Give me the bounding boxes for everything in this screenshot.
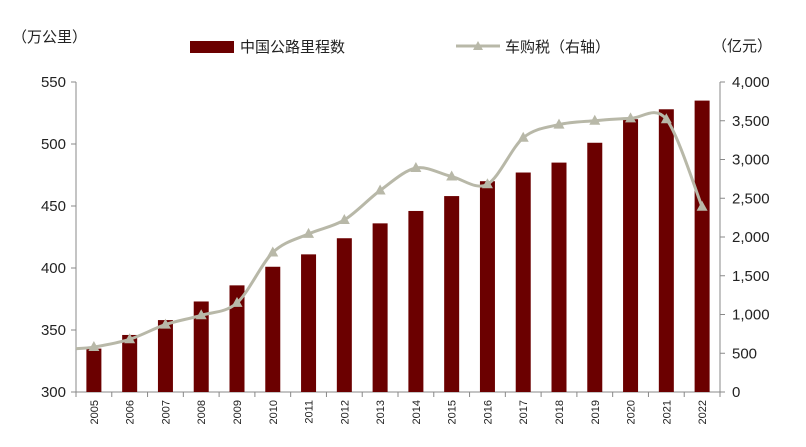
line-marker xyxy=(446,170,458,181)
legend-label-line: 车购税（右轴） xyxy=(505,38,610,56)
line-marker xyxy=(159,318,171,329)
line-marker xyxy=(338,213,350,224)
line-marker xyxy=(267,246,279,257)
x-tick-label: 2016 xyxy=(482,400,494,424)
line-marker xyxy=(195,309,207,320)
bar xyxy=(551,162,567,392)
x-tick-label: 2017 xyxy=(518,400,530,424)
x-tick-label: 2007 xyxy=(160,400,172,424)
x-tick-label: 2005 xyxy=(89,400,101,424)
bar xyxy=(444,196,460,392)
right-tick-label: 4,000 xyxy=(732,74,770,91)
plot-area: 300 350 400 450 500 550 0 500 1,000 1,500 2,000 2,5… xyxy=(41,74,770,424)
x-tick-label: 2018 xyxy=(554,400,566,424)
line-marker xyxy=(517,131,529,142)
line-marker xyxy=(374,184,386,195)
right-tick-label: 0 xyxy=(732,384,740,401)
x-tick-label: 2008 xyxy=(196,400,208,424)
line-marker xyxy=(553,118,565,129)
bar xyxy=(479,181,495,392)
bar xyxy=(157,320,173,392)
left-tick-label: 450 xyxy=(41,198,66,215)
line-marker xyxy=(696,200,708,211)
x-tick-label: 2012 xyxy=(339,400,351,424)
left-tick-label: 350 xyxy=(41,322,66,339)
x-tick-label: 2020 xyxy=(626,400,638,424)
right-tick-label: 2,000 xyxy=(732,229,770,246)
bar xyxy=(694,100,710,392)
bar xyxy=(623,119,639,392)
bar xyxy=(265,266,281,392)
line-marker xyxy=(88,341,100,352)
bar xyxy=(336,238,352,392)
right-tick-label: 3,000 xyxy=(732,152,770,169)
bar xyxy=(193,301,209,392)
x-tick-label: 2010 xyxy=(268,400,280,424)
x-tick-label: 2022 xyxy=(697,400,709,424)
line-marker xyxy=(410,162,422,173)
bar xyxy=(122,334,138,392)
x-tick-label: 2009 xyxy=(232,400,244,424)
bar xyxy=(515,172,531,392)
right-axis-unit-label: （亿元） xyxy=(712,37,772,55)
x-tick-label: 2021 xyxy=(661,400,673,424)
legend-label-bar: 中国公路里程数 xyxy=(240,38,345,56)
bar xyxy=(658,109,674,392)
left-tick-label: 550 xyxy=(41,74,66,91)
line-series xyxy=(75,111,704,351)
x-tick-label: 2015 xyxy=(447,400,459,424)
left-tick-label: 300 xyxy=(41,384,66,401)
line-marker xyxy=(481,178,493,189)
legend-swatch-marker xyxy=(473,41,483,50)
bar xyxy=(229,285,245,392)
right-tick-label: 3,500 xyxy=(732,113,770,130)
legend-swatch-bar xyxy=(190,41,234,53)
right-tick-label: 1,000 xyxy=(732,307,770,324)
bar xyxy=(372,223,388,392)
line-marker xyxy=(660,113,672,124)
x-tick-label: 2011 xyxy=(304,400,316,424)
line-marker xyxy=(231,296,243,307)
line-marker xyxy=(589,114,601,125)
line-marker xyxy=(303,227,315,238)
x-tick-label: 2019 xyxy=(590,400,602,424)
line-marker xyxy=(625,112,637,123)
x-tick-label: 2006 xyxy=(125,400,137,424)
left-axis-unit-label: （万公里） xyxy=(12,28,87,46)
bar xyxy=(408,210,424,392)
bar xyxy=(86,348,102,392)
bar xyxy=(587,142,603,392)
x-tick-label: 2014 xyxy=(411,400,423,424)
left-tick-label: 500 xyxy=(41,136,66,153)
legend: 中国公路里程数 车购税（右轴） xyxy=(190,38,610,56)
right-tick-label: 500 xyxy=(732,345,757,362)
bar xyxy=(301,254,317,392)
left-tick-label: 400 xyxy=(41,260,66,277)
line-marker xyxy=(124,333,136,344)
right-tick-label: 1,500 xyxy=(732,268,770,285)
x-tick-label: 2013 xyxy=(375,400,387,424)
right-tick-label: 2,500 xyxy=(732,190,770,207)
